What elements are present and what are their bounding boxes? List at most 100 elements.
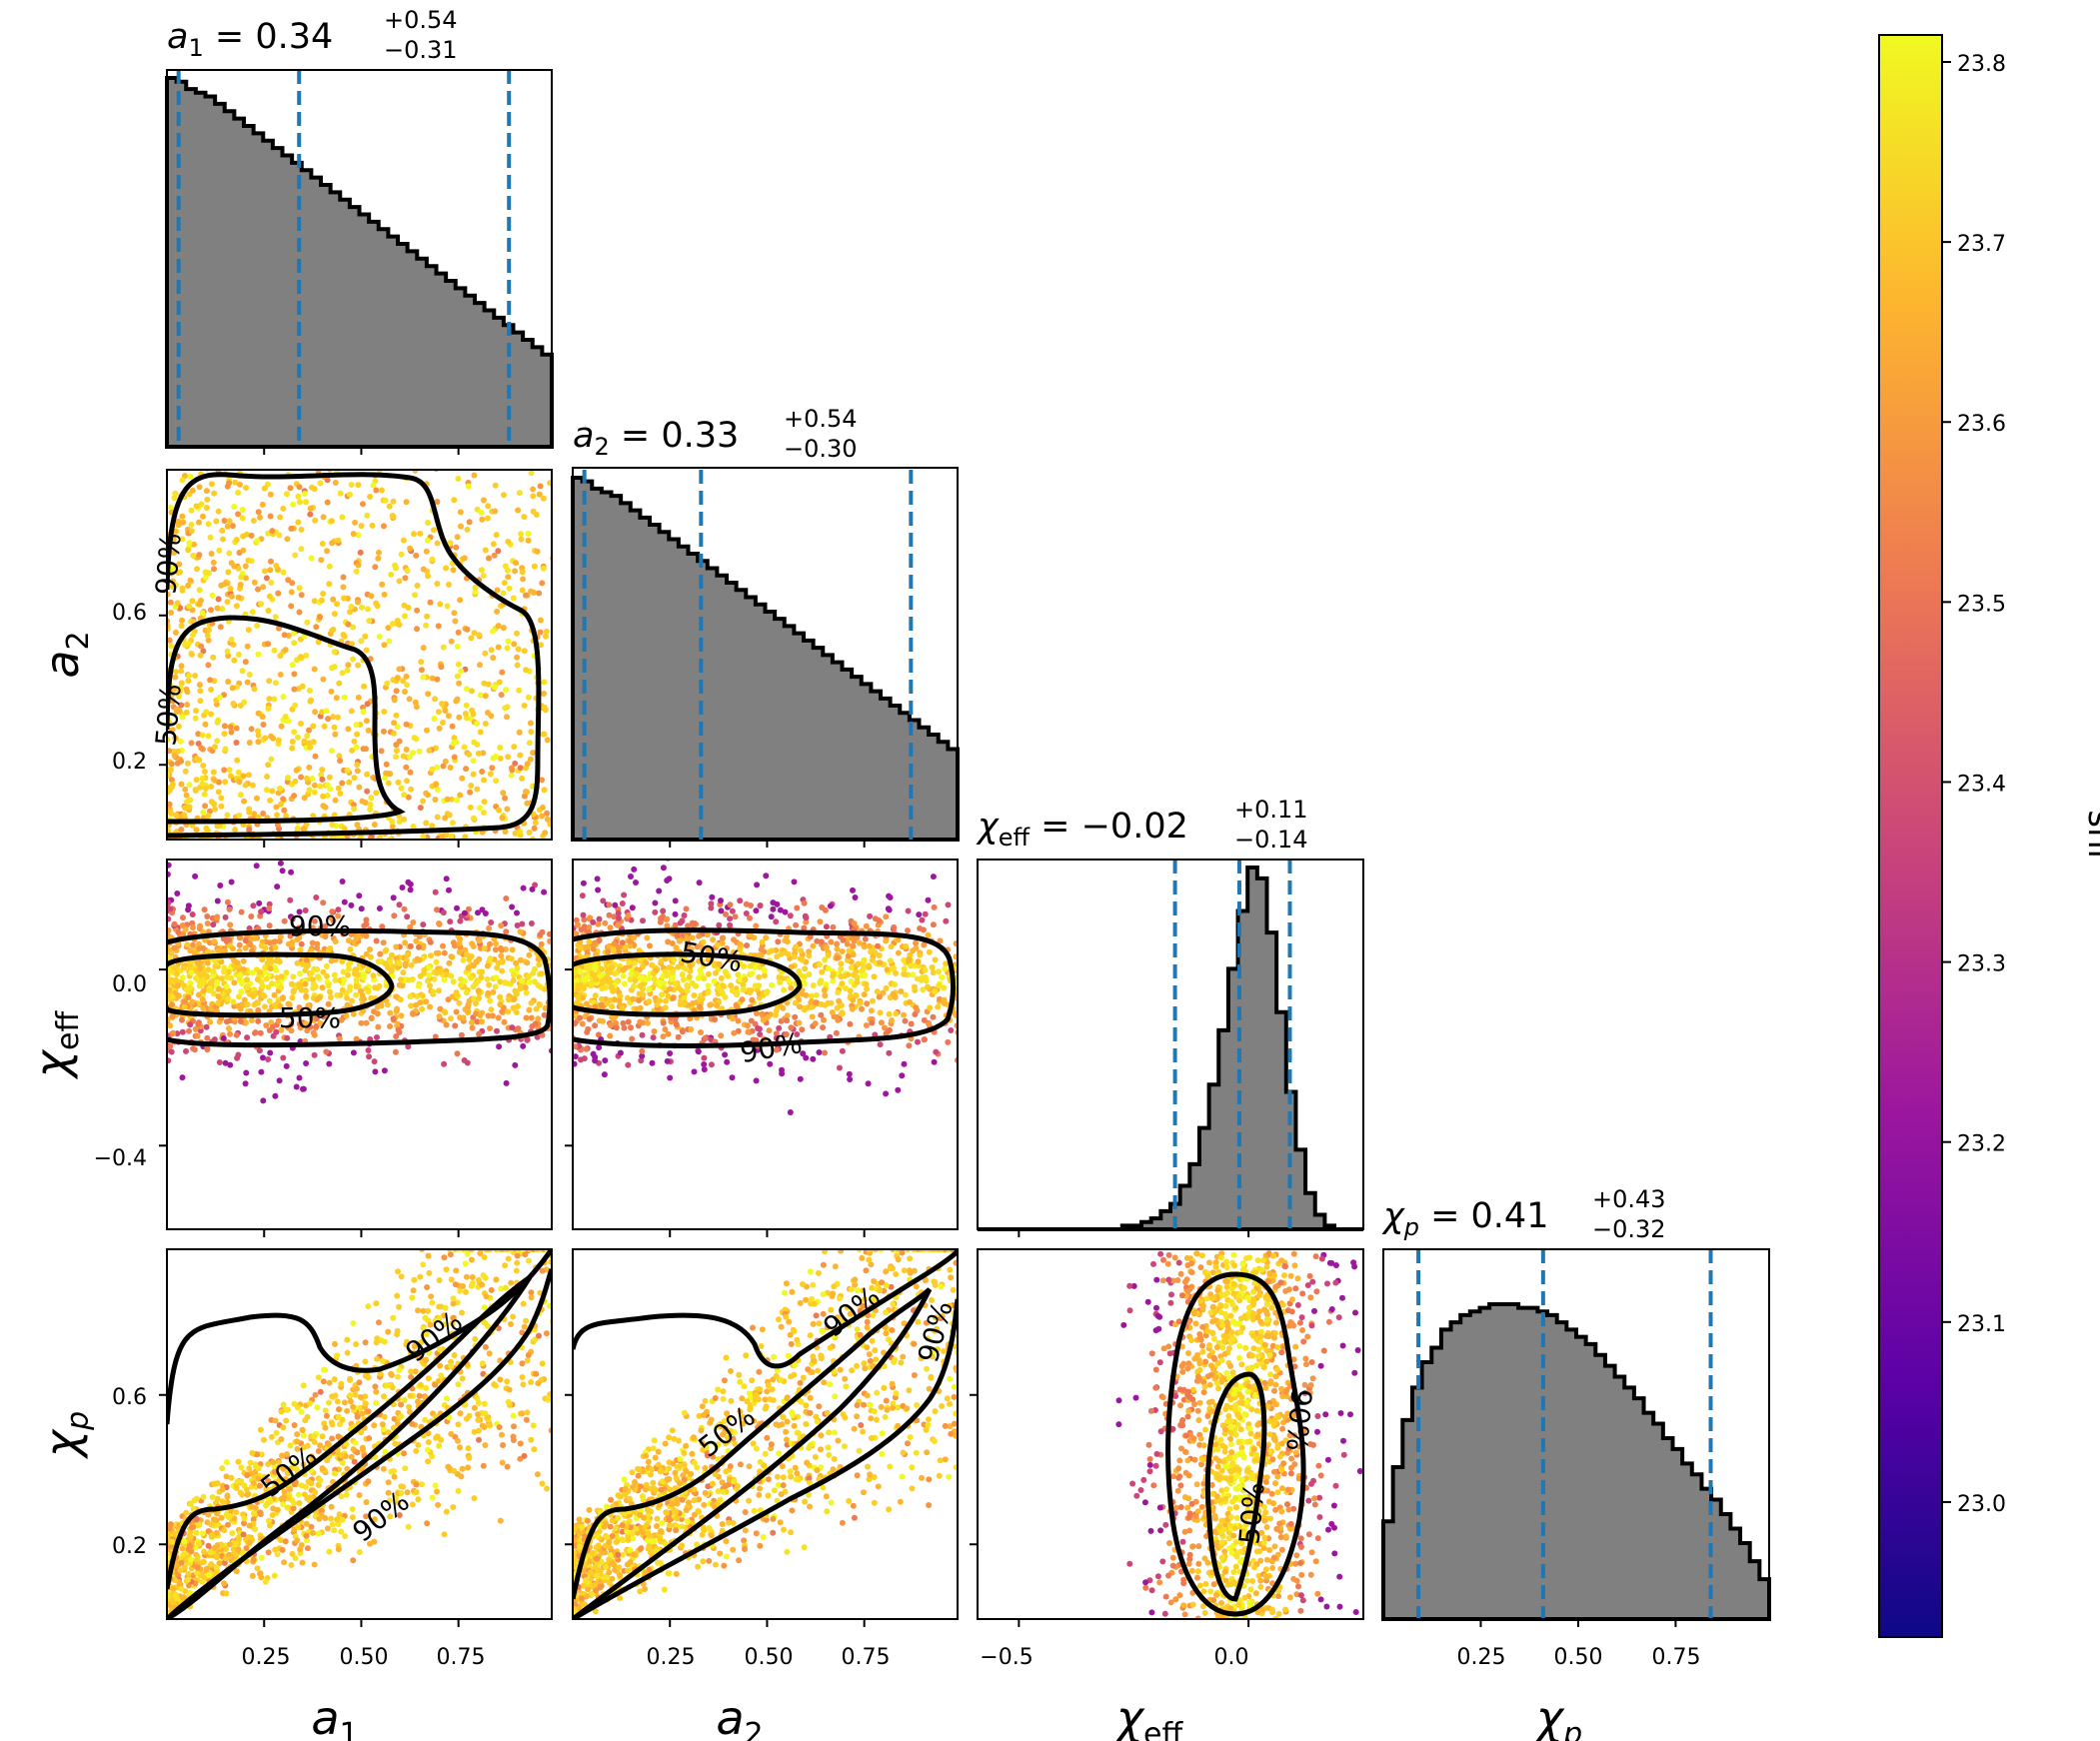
scatter-point — [731, 1029, 738, 1036]
scatter-point — [816, 1049, 823, 1055]
scatter-point — [664, 922, 671, 929]
scatter-point — [443, 1266, 450, 1273]
scatter-point — [296, 933, 302, 940]
scatter-point — [848, 964, 855, 971]
scatter-point — [179, 513, 186, 520]
scatter-point — [796, 1019, 803, 1026]
scatter-point — [358, 1019, 365, 1026]
scatter-point — [475, 909, 481, 916]
scatter-point — [930, 1013, 937, 1020]
scatter-point — [959, 970, 965, 976]
scatter-point — [497, 978, 504, 985]
scatter-point — [667, 1074, 674, 1081]
scatter-point — [639, 1052, 646, 1059]
scatter-point — [214, 719, 221, 726]
scatter-point — [395, 779, 402, 786]
scatter-point — [225, 936, 232, 943]
scatter-point — [438, 664, 445, 671]
scatter-point — [917, 925, 924, 931]
scatter-point — [172, 735, 179, 742]
scatter-point — [450, 1504, 457, 1510]
scatter-point — [471, 630, 478, 637]
scatter-point — [249, 782, 256, 789]
scatter-point — [697, 995, 704, 1002]
scatter-point — [320, 514, 327, 521]
scatter-point — [526, 972, 533, 979]
scatter-point — [505, 638, 512, 645]
scatter-point — [353, 983, 360, 990]
scatter-point — [440, 763, 447, 770]
scatter-point — [290, 973, 297, 980]
scatter-point — [609, 1014, 616, 1021]
scatter-point — [684, 987, 691, 994]
scatter-point — [407, 769, 414, 776]
scatter-point — [347, 1398, 354, 1405]
scatter-point — [893, 1010, 900, 1017]
scatter-point — [214, 1495, 221, 1502]
scatter-point — [388, 967, 395, 974]
scatter-point — [395, 1373, 401, 1380]
scatter-point — [690, 999, 696, 1006]
scatter-point — [677, 919, 684, 926]
scatter-point — [847, 1076, 854, 1082]
scatter-point — [211, 777, 218, 784]
scatter-point — [364, 701, 371, 708]
scatter-point — [199, 1571, 206, 1578]
scatter-point — [830, 923, 837, 930]
scatter-point — [179, 536, 186, 543]
scatter-point — [255, 1006, 262, 1013]
scatter-point — [274, 822, 281, 829]
scatter-point — [257, 1426, 264, 1433]
scatter-point — [319, 709, 326, 716]
scatter-point — [408, 1002, 415, 1009]
scatter-point — [237, 582, 244, 588]
scatter-point — [324, 972, 330, 979]
scatter-point — [177, 738, 184, 745]
scatter-point — [752, 1020, 759, 1027]
scatter-point — [255, 586, 261, 593]
scatter-point — [264, 959, 271, 966]
scatter-point — [875, 942, 882, 949]
scatter-point — [270, 1505, 277, 1512]
scatter-point — [404, 1338, 410, 1345]
scatter-point — [408, 786, 415, 793]
scatter-point — [400, 678, 407, 685]
scatter-point — [921, 1016, 928, 1023]
scatter-point — [378, 748, 385, 755]
scatter-point — [542, 830, 549, 837]
scatter-point — [202, 574, 209, 581]
scatter-point — [722, 993, 729, 1000]
scatter-point — [383, 770, 390, 777]
scatter-point — [219, 1486, 226, 1493]
scatter-point — [892, 993, 899, 1000]
scatter-point — [818, 938, 825, 945]
scatter-point — [516, 490, 523, 497]
scatter-point — [202, 803, 209, 810]
scatter-point — [350, 624, 357, 631]
scatter-point — [451, 754, 458, 761]
scatter-point — [260, 1054, 266, 1061]
scatter-point — [615, 921, 622, 928]
scatter-point — [391, 912, 398, 919]
scatter-point — [455, 629, 462, 636]
scatter-point — [727, 915, 734, 922]
scatter-point — [479, 769, 486, 775]
scatter-point — [423, 820, 430, 827]
scatter-point — [854, 978, 861, 985]
scatter-point — [306, 727, 312, 734]
scatter-point — [358, 905, 365, 912]
scatter-point — [722, 1051, 729, 1058]
scatter-point — [511, 995, 518, 1002]
scatter-point — [538, 940, 545, 947]
scatter-point — [539, 1031, 546, 1038]
scatter-point — [414, 607, 421, 614]
scatter-point — [673, 944, 680, 951]
scatter-point — [535, 1015, 542, 1022]
scatter-point — [236, 812, 243, 819]
scatter-point — [353, 1341, 360, 1347]
scatter-point — [747, 989, 754, 995]
scatter-point — [534, 1033, 541, 1040]
scatter-point — [329, 835, 336, 840]
scatter-point — [266, 922, 273, 929]
scatter-point — [295, 493, 302, 500]
